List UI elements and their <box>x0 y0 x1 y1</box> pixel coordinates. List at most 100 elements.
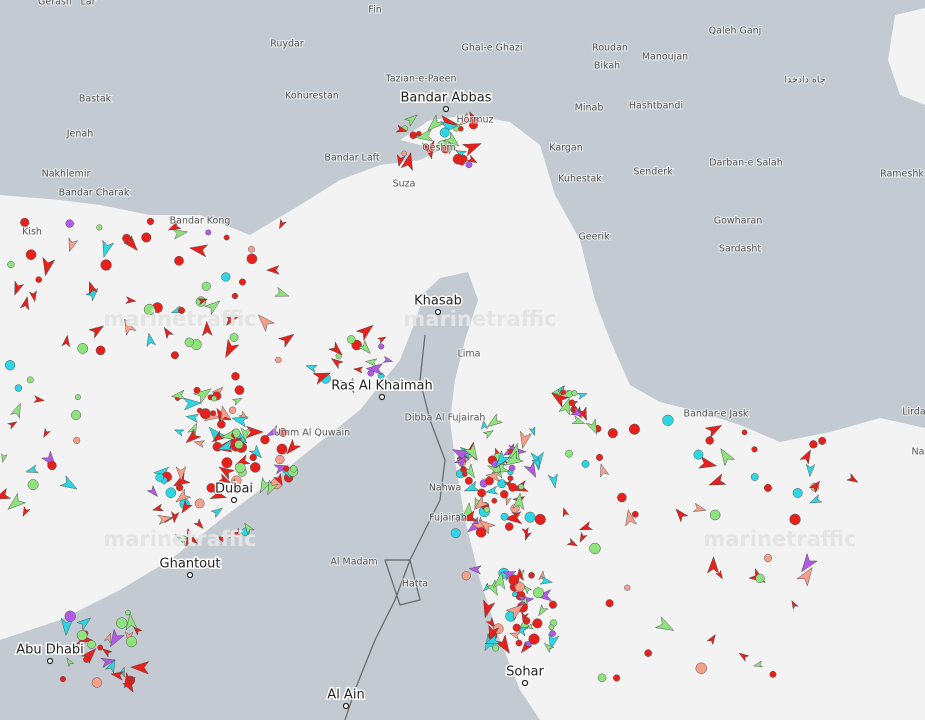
ship[interactable] <box>523 460 540 480</box>
ship[interactable] <box>223 234 230 241</box>
ship[interactable] <box>509 630 521 640</box>
ship[interactable] <box>548 624 555 631</box>
ship[interactable] <box>581 460 590 468</box>
ship[interactable] <box>607 428 618 439</box>
ship[interactable] <box>166 220 182 234</box>
ship[interactable] <box>707 473 727 490</box>
ship[interactable] <box>7 260 15 269</box>
ship[interactable] <box>217 473 232 487</box>
ship[interactable] <box>173 530 191 547</box>
ship[interactable] <box>521 526 530 538</box>
ship[interactable] <box>260 435 270 445</box>
ship[interactable] <box>565 449 573 458</box>
ship[interactable] <box>706 633 718 646</box>
ship[interactable] <box>576 391 588 400</box>
ship[interactable] <box>9 401 25 419</box>
ship[interactable] <box>33 395 45 404</box>
ship[interactable] <box>482 428 495 440</box>
ship[interactable] <box>808 479 823 494</box>
ship[interactable] <box>692 502 707 514</box>
ship[interactable] <box>173 488 192 506</box>
ship[interactable] <box>274 286 291 300</box>
ship[interactable] <box>578 520 594 534</box>
ship[interactable] <box>240 427 251 442</box>
ship[interactable] <box>276 443 288 455</box>
ship[interactable] <box>468 565 482 575</box>
ship[interactable] <box>96 224 103 231</box>
ship[interactable] <box>623 509 637 527</box>
ship[interactable] <box>560 389 566 396</box>
ship[interactable] <box>110 670 125 681</box>
ship[interactable] <box>256 476 272 495</box>
ship[interactable] <box>182 527 198 547</box>
ship[interactable] <box>233 454 251 469</box>
ship[interactable] <box>125 296 137 305</box>
ship[interactable] <box>492 644 500 652</box>
ship[interactable] <box>184 337 194 347</box>
ship[interactable] <box>461 571 471 581</box>
ship[interactable] <box>365 363 384 376</box>
ship[interactable] <box>377 372 385 380</box>
ship[interactable] <box>549 630 556 637</box>
ship[interactable] <box>283 438 302 457</box>
ship[interactable] <box>217 405 232 423</box>
ship[interactable] <box>239 278 246 286</box>
ship[interactable] <box>222 310 242 327</box>
ship[interactable] <box>605 599 614 608</box>
ship[interactable] <box>715 569 725 580</box>
ship[interactable] <box>752 660 764 669</box>
ship[interactable] <box>500 490 509 499</box>
ship[interactable] <box>695 662 708 674</box>
ship[interactable] <box>504 522 514 531</box>
ship[interactable] <box>518 483 525 490</box>
ship[interactable] <box>65 219 74 228</box>
ship[interactable] <box>461 138 484 157</box>
ship[interactable] <box>401 150 408 157</box>
ship[interactable] <box>75 394 81 401</box>
ship[interactable] <box>763 553 773 563</box>
ship[interactable] <box>220 429 236 442</box>
ship[interactable] <box>234 462 246 474</box>
ship[interactable] <box>764 483 772 492</box>
ship[interactable] <box>171 389 186 401</box>
ship[interactable] <box>808 494 823 507</box>
ship[interactable] <box>809 440 818 449</box>
ship[interactable] <box>522 584 533 595</box>
ship[interactable] <box>71 410 82 421</box>
ship[interactable] <box>796 552 818 576</box>
ship[interactable] <box>105 628 125 650</box>
ship[interactable] <box>100 646 113 658</box>
ship[interactable] <box>201 281 211 291</box>
ship[interactable] <box>528 633 540 645</box>
ship[interactable] <box>440 144 450 154</box>
ship[interactable] <box>193 438 206 449</box>
ship[interactable] <box>500 512 509 521</box>
ship[interactable] <box>25 249 37 260</box>
ship[interactable] <box>185 412 200 423</box>
ship[interactable] <box>533 587 544 599</box>
ship[interactable] <box>462 463 478 480</box>
ship[interactable] <box>561 507 570 518</box>
ship[interactable] <box>329 355 344 370</box>
ship[interactable] <box>211 395 218 402</box>
ship[interactable] <box>545 633 560 651</box>
ship[interactable] <box>628 423 640 435</box>
ship[interactable] <box>210 505 224 519</box>
ship[interactable] <box>662 414 674 426</box>
ship[interactable] <box>597 463 610 478</box>
ship[interactable] <box>196 407 203 414</box>
ship[interactable] <box>508 574 520 586</box>
ship[interactable] <box>76 630 88 641</box>
ship[interactable] <box>122 235 142 254</box>
ship[interactable] <box>456 112 474 129</box>
ship[interactable] <box>241 521 255 535</box>
ship[interactable] <box>234 440 244 449</box>
ship[interactable] <box>769 670 777 678</box>
ship[interactable] <box>104 658 119 674</box>
ship[interactable] <box>197 296 209 306</box>
ship[interactable] <box>100 259 112 271</box>
ship[interactable] <box>502 450 524 471</box>
ship[interactable] <box>818 436 827 445</box>
ship[interactable] <box>463 442 483 463</box>
ship[interactable] <box>278 428 288 438</box>
